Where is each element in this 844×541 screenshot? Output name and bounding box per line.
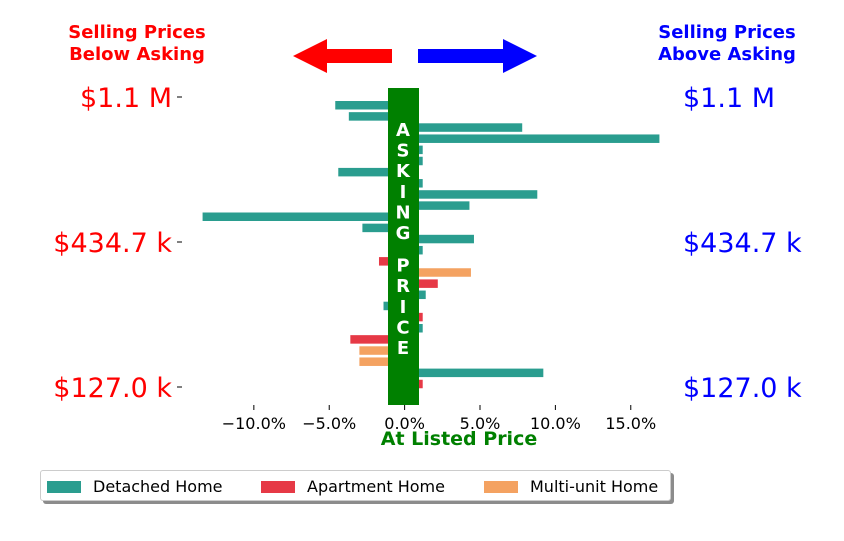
bar (404, 368, 544, 378)
asking-price-letter: R (396, 276, 410, 297)
bars-group (202, 101, 660, 389)
bar (404, 123, 523, 132)
bar (348, 112, 405, 121)
legend-label: Detached Home (93, 477, 223, 496)
x-tick-label: −10.0% (222, 414, 286, 433)
x-axis-label: At Listed Price (381, 428, 537, 450)
left-arrow-icon (293, 39, 392, 73)
bar (338, 167, 405, 177)
asking-price-letter: I (400, 297, 407, 318)
y-label-right: $1.1 M (683, 83, 775, 114)
bar (359, 357, 405, 366)
x-tick-label: 10.0% (530, 414, 581, 433)
y-label-right: $127.0 k (683, 373, 802, 404)
bar (202, 212, 405, 221)
asking-price-letter: P (396, 256, 409, 277)
bar (404, 190, 538, 199)
x-tick-label: −5.0% (302, 414, 356, 433)
asking-price-letter: K (396, 161, 411, 182)
legend-item-multiunit: Multi-unit Home (484, 477, 658, 496)
legend: Detached Home Apartment Home Multi-unit … (40, 470, 671, 501)
x-axis: −10.0% −5.0% 0.0% 5.0% 10.0% 15.0% (222, 405, 656, 433)
legend-label: Apartment Home (307, 477, 445, 496)
bar (404, 234, 474, 244)
right-heading-line2: Above Asking (658, 44, 796, 65)
bar (359, 346, 405, 355)
y-label-left: $127.0 k (53, 373, 172, 404)
asking-price-letter: S (397, 141, 410, 162)
y-label-right: $434.7 k (683, 228, 802, 259)
x-tick-label: 5.0% (460, 414, 501, 433)
x-tick-label: 15.0% (605, 414, 656, 433)
legend-swatch (261, 480, 295, 493)
right-arrow-icon (418, 39, 537, 73)
asking-price-letter: G (396, 223, 411, 244)
left-heading-line2: Below Asking (69, 44, 205, 65)
asking-price-letter: I (400, 182, 407, 203)
bar (404, 279, 438, 288)
bar (335, 101, 405, 110)
asking-price-band (388, 88, 419, 405)
asking-price-letter: N (395, 202, 410, 223)
y-label-left: $1.1 M (80, 83, 172, 114)
bar (404, 201, 470, 210)
bar (350, 335, 405, 344)
legend-item-apartment: Apartment Home (261, 477, 445, 496)
y-label-left: $434.7 k (53, 228, 172, 259)
bar (404, 134, 660, 143)
left-heading-line1: Selling Prices (68, 22, 205, 43)
asking-price-letter: A (396, 120, 410, 141)
asking-price-letter: C (396, 317, 409, 338)
right-heading-line1: Selling Prices (658, 22, 795, 43)
bar (362, 223, 405, 233)
asking-price-letter: E (397, 338, 409, 359)
legend-swatch (484, 480, 518, 493)
legend-swatch (47, 480, 81, 493)
legend-label: Multi-unit Home (530, 477, 659, 496)
bar (404, 268, 471, 277)
legend-item-detached: Detached Home (47, 477, 223, 496)
x-tick-label: 0.0% (384, 414, 425, 433)
